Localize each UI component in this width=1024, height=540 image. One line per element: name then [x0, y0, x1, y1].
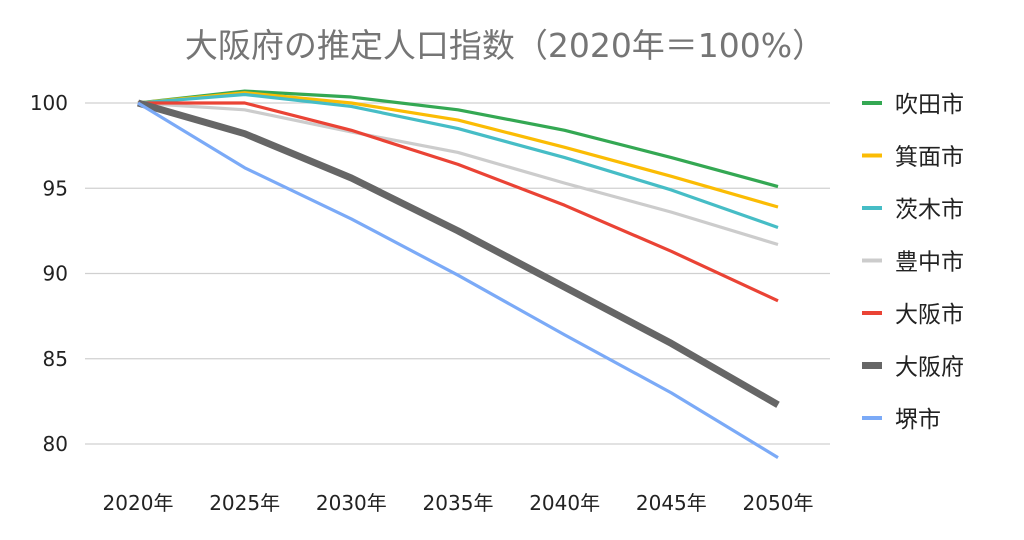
- y-tick-label: 95: [43, 176, 68, 200]
- series-line-吹田市: [137, 89, 779, 189]
- legend-label: 豊中市: [895, 250, 964, 276]
- x-tick-label: 2050年: [743, 491, 814, 515]
- series-line-大阪府: [137, 99, 780, 408]
- legend-label: 大阪市: [895, 302, 964, 328]
- y-tick-label: 85: [43, 347, 68, 371]
- x-tick-label: 2040年: [529, 491, 600, 515]
- legend-label: 茨木市: [895, 197, 964, 223]
- y-tick-label: 100: [30, 91, 68, 115]
- series-line-堺市: [137, 101, 779, 460]
- legend-label: 堺市: [895, 407, 941, 433]
- series-line-豊中市: [137, 101, 779, 247]
- x-tick-label: 2030年: [316, 491, 387, 515]
- x-tick-label: 2025年: [209, 491, 280, 515]
- y-tick-label: 90: [43, 262, 68, 286]
- legend-label: 箕面市: [895, 145, 964, 171]
- legend-label: 吹田市: [895, 92, 964, 118]
- x-tick-label: 2020年: [103, 491, 174, 515]
- x-tick-label: 2035年: [423, 491, 494, 515]
- y-tick-label: 80: [43, 432, 68, 456]
- chart-title: 大阪府の推定人口指数（2020年＝100%）: [185, 26, 825, 65]
- legend-label: 大阪府: [895, 355, 964, 381]
- x-tick-label: 2045年: [636, 491, 707, 515]
